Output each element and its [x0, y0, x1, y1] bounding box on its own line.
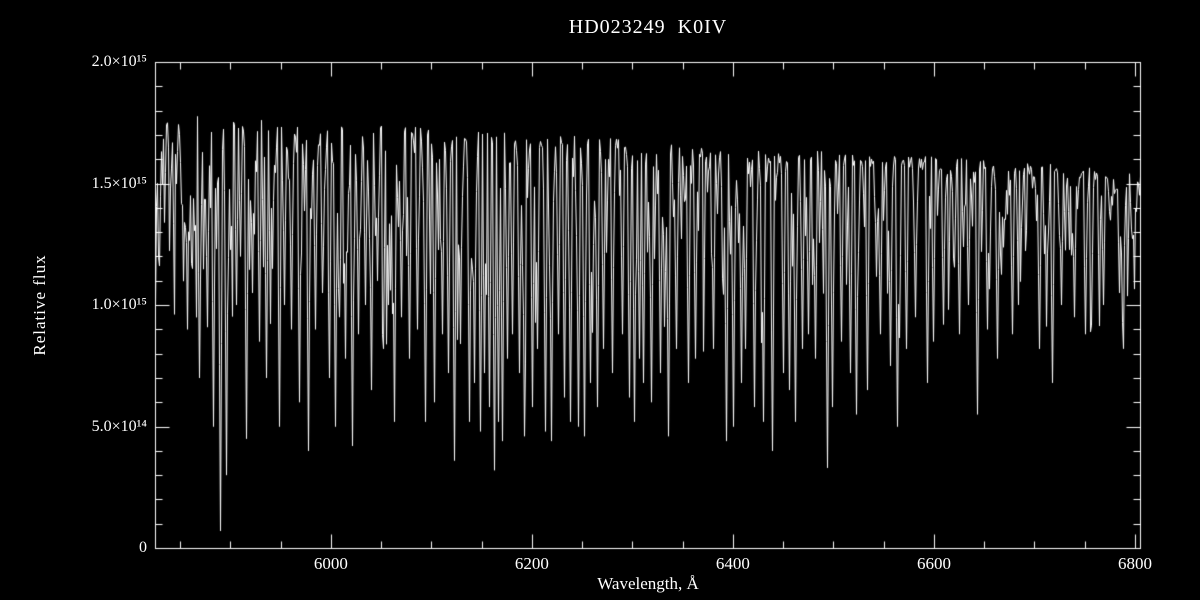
y-tick-label: 0 — [139, 539, 147, 556]
x-tick-label: 6400 — [715, 554, 750, 573]
plot-title: HD023249 K0IV — [568, 16, 728, 38]
x-tick-label: 6800 — [1117, 554, 1152, 573]
x-tick-label: 6200 — [514, 554, 549, 573]
x-tick-label: 6600 — [916, 554, 951, 573]
x-axis-label: Wavelength, Å — [597, 574, 699, 593]
y-tick-label: 1.0×10¹⁵ — [91, 296, 147, 313]
y-tick-label: 5.0×10¹⁴ — [91, 417, 147, 435]
y-tick-label: 2.0×10¹⁵ — [91, 53, 147, 70]
x-tick-label: 6000 — [313, 554, 348, 573]
y-axis-label: Relative flux — [30, 254, 49, 356]
y-tick-label: 1.5×10¹⁵ — [91, 174, 147, 192]
